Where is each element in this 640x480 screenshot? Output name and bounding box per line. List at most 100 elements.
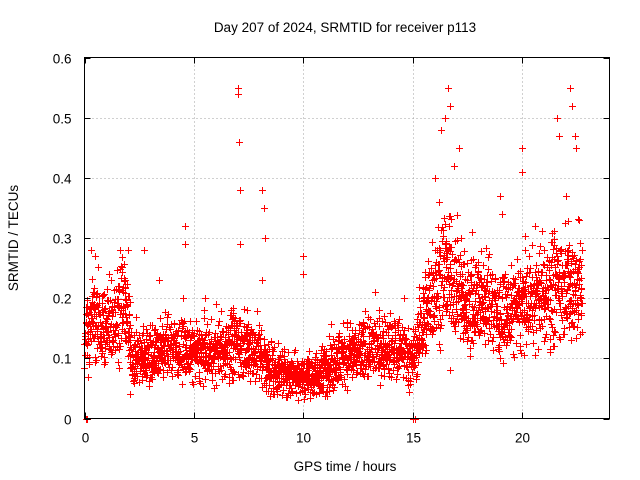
data-point [422,342,429,349]
data-point [263,349,270,356]
data-point [376,315,383,322]
data-point [226,374,233,381]
data-point [497,310,504,317]
data-point [237,317,244,324]
data-point [481,330,488,337]
data-point [452,328,459,335]
data-point [474,323,481,330]
data-point [329,345,336,352]
data-point [412,362,419,369]
data-point [218,367,225,374]
data-point [501,278,508,285]
data-point [556,133,563,140]
data-point [142,355,149,362]
data-point [94,326,101,333]
data-point [470,256,477,263]
data-point [554,258,561,265]
data-point [438,322,445,329]
data-point [514,256,521,263]
data-point [464,260,471,267]
data-point [543,272,550,279]
data-point [182,223,189,230]
data-point [330,387,337,394]
data-point [519,145,526,152]
data-point [107,297,114,304]
data-point [561,279,568,286]
data-point [577,240,584,247]
data-point [573,307,580,314]
data-point [259,187,266,194]
data-point [526,253,533,260]
data-point [508,326,515,333]
data-point [212,330,219,337]
data-point [391,340,398,347]
data-point [126,311,133,318]
data-point [547,336,554,343]
data-point [374,349,381,356]
data-point [476,295,483,302]
y-tick-label: 0.6 [53,52,72,67]
data-point [573,145,580,152]
data-point [212,370,219,377]
data-point [504,291,511,298]
data-point [217,363,224,370]
data-point [217,333,224,340]
data-point [537,279,544,286]
data-point [202,295,209,302]
data-point [302,391,309,398]
data-point [413,354,420,361]
data-point [362,308,369,315]
data-point [201,337,208,344]
data-point [370,354,377,361]
data-point [568,337,575,344]
data-point [484,283,491,290]
data-point [444,298,451,305]
data-point [437,316,444,323]
data-point [394,371,401,378]
data-point [473,287,480,294]
data-point [578,295,585,302]
data-point [289,389,296,396]
data-point [233,323,240,330]
data-point [261,205,268,212]
data-point [430,313,437,320]
data-point [444,254,451,261]
data-point [386,370,393,377]
data-point [550,246,557,253]
data-point [300,253,307,260]
data-point [420,298,427,305]
data-point [432,175,439,182]
data-point [115,359,122,366]
data-point [486,325,493,332]
data-point [334,355,341,362]
data-point [387,310,394,317]
data-point [531,312,538,319]
y-tick-labels: 0 0.1 0.2 0.3 0.4 0.5 0.6 [53,52,72,428]
data-point [575,316,582,323]
data-point [567,85,574,92]
data-point [407,381,414,388]
data-point [480,262,487,269]
data-point [164,338,171,345]
data-point [322,352,329,359]
data-point [360,362,367,369]
data-point [435,321,442,328]
data-point [464,277,471,284]
data-point [536,250,543,257]
data-point [478,248,485,255]
data-point [565,218,572,225]
data-point [295,397,302,404]
data-point [99,350,106,357]
data-point [341,376,348,383]
data-point [377,382,384,389]
data-point [490,347,497,354]
data-point [164,314,171,321]
data-point [200,383,207,390]
data-point [108,277,115,284]
data-point [149,376,156,383]
data-point [123,297,130,304]
y-tick-label: 0.1 [53,352,72,367]
data-point [124,302,131,309]
data-point [99,300,106,307]
data-point [519,274,526,281]
